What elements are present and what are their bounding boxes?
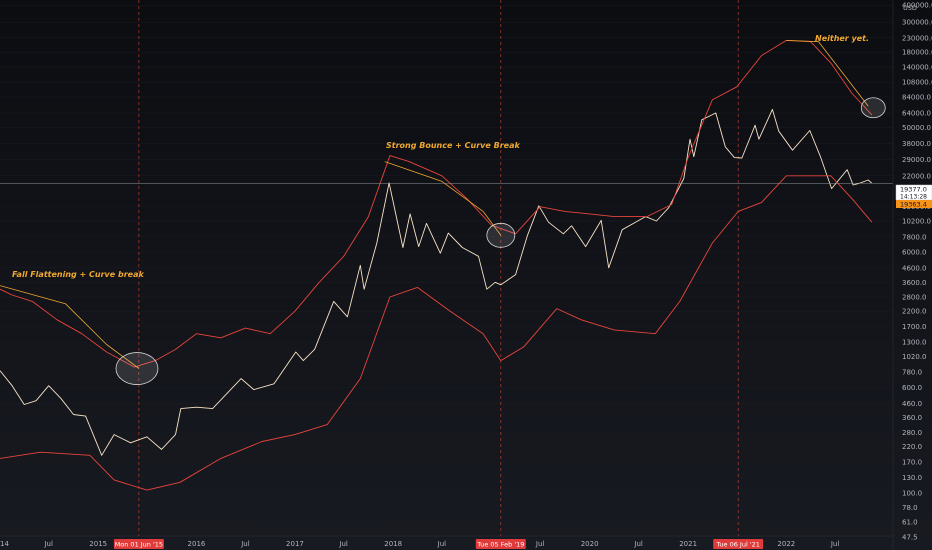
y-tick-label: 600.0 xyxy=(902,384,922,392)
y-tick-label: 300000.0 xyxy=(902,19,932,27)
upper-band-line xyxy=(0,39,873,368)
date-marker-label: Mon 01 Jun '15 xyxy=(115,541,163,549)
gridlines xyxy=(0,4,893,538)
y-tick-label: 230000.0 xyxy=(902,34,932,42)
annotations: Fall Flattening + Curve break Strong Bou… xyxy=(12,34,869,279)
date-marker-tag xyxy=(713,539,764,549)
curve-arc-2018 xyxy=(384,161,502,236)
y-tick-label: 7800.0 xyxy=(902,233,927,241)
date-marker-tag xyxy=(475,539,526,549)
y-tick-label: 360.0 xyxy=(902,414,922,422)
current-price-value: 19377.0 xyxy=(900,186,927,194)
btc-price-line xyxy=(0,108,873,456)
date-marker-tag xyxy=(113,539,164,549)
curve-break-circle xyxy=(486,222,516,248)
y-tick-label: 4600.0 xyxy=(902,264,927,272)
orange-price-tag xyxy=(896,200,932,208)
x-tick-label: 2017 xyxy=(286,540,304,548)
y-tick-label: 38000.0 xyxy=(902,140,931,148)
annotation-neither-yet: Neither yet. xyxy=(815,34,869,43)
x-tick-label: Jul xyxy=(338,540,348,548)
y-tick-label: 61.0 xyxy=(902,519,918,527)
y-tick-label: 220.0 xyxy=(902,443,922,451)
vertical-markers xyxy=(138,0,739,536)
y-tick-label: 780.0 xyxy=(902,369,922,377)
y-tick-label: 460.0 xyxy=(902,400,922,408)
y-tick-label: 50000.0 xyxy=(902,124,931,132)
highlight-circles xyxy=(115,97,886,385)
curve-arc-2022 xyxy=(786,40,869,107)
price-tags: 19377.0 14:13:28 19363.4 xyxy=(895,184,932,209)
curve-break-circle xyxy=(860,97,886,119)
x-tick-label: Jul xyxy=(43,540,53,548)
y-tick-label: 1300.0 xyxy=(902,339,927,347)
x-tick-label: 2018 xyxy=(384,540,402,548)
current-price-countdown: 14:13:28 xyxy=(900,194,927,201)
y-tick-label: 170.0 xyxy=(902,458,922,466)
y-tick-label: 140000.0 xyxy=(902,63,932,71)
y-tick-label: 2800.0 xyxy=(902,294,927,302)
y-tick-label: 400000.0 xyxy=(902,2,932,10)
y-tick-label: 78.0 xyxy=(902,504,918,512)
y-tick-label: 6000.0 xyxy=(902,249,927,257)
date-marker-label: Tue 05 Feb '19 xyxy=(476,541,524,549)
date-marker-label: Tue 06 Jul '21 xyxy=(715,541,759,549)
annotation-fall-flattening: Fall Flattening + Curve break xyxy=(12,270,144,279)
lower-band-line xyxy=(0,175,873,491)
y-tick-label: 29000.0 xyxy=(902,156,931,164)
y-axis[interactable]: USD 400000.0 300000.0 230000.0 180000.0 1400… xyxy=(892,0,932,550)
x-tick-label: 2021 xyxy=(679,540,697,548)
y-tick-label: 1020.0 xyxy=(902,353,927,361)
y-tick-label: 47.5 xyxy=(902,533,918,541)
y-tick-label: 130.0 xyxy=(902,474,922,482)
y-tick-label: 180000.0 xyxy=(902,49,932,57)
x-tick-label: Jul xyxy=(830,540,840,548)
x-tick-label: 2016 xyxy=(188,540,206,548)
y-tick-label: 108000.0 xyxy=(902,79,932,87)
y-tick-label: 280.0 xyxy=(902,429,922,437)
y-tick-label: 3600.0 xyxy=(902,279,927,287)
x-tick-label: 2020 xyxy=(581,540,599,548)
x-tick-label: Jul xyxy=(535,540,545,548)
y-tick-label: 22000.0 xyxy=(902,172,931,180)
x-tick-label: Jul xyxy=(437,540,447,548)
curve-break-circle xyxy=(115,352,159,385)
x-tick-label: Jul xyxy=(240,540,250,548)
y-tick-label: 84000.0 xyxy=(902,94,931,102)
x-tick-label: 2014 xyxy=(0,540,9,548)
x-tick-label: 2015 xyxy=(89,540,107,548)
series-layer xyxy=(0,39,873,491)
y-tick-label: 64000.0 xyxy=(902,110,931,118)
x-tick-label: Jul xyxy=(633,540,643,548)
y-tick-label: 1700.0 xyxy=(902,323,927,331)
x-axis[interactable]: 2014 Jul 2015 2016 Jul 2017 Jul 2018 Jul Jul 2020 J… xyxy=(0,535,893,549)
orange-price-value: 19363.4 xyxy=(900,201,927,209)
y-tick-label: 10200.0 xyxy=(902,218,931,226)
annotation-strong-bounce: Strong Bounce + Curve Break xyxy=(386,141,520,150)
y-tick-label: 2200.0 xyxy=(902,308,927,316)
y-axis-unit: USD xyxy=(903,4,917,12)
x-tick-label: 2022 xyxy=(777,540,795,548)
y-tick-label: 100.0 xyxy=(902,490,922,498)
